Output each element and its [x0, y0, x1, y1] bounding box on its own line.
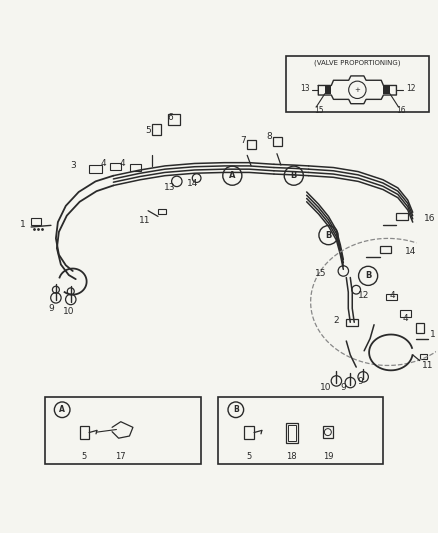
Text: 16: 16 [396, 106, 406, 115]
Text: 4: 4 [403, 314, 409, 322]
Text: 4: 4 [101, 159, 106, 168]
Text: 12: 12 [406, 84, 416, 93]
Bar [323, 426, 333, 438]
Text: 4: 4 [120, 159, 125, 168]
Text: A: A [59, 405, 65, 414]
Text: B: B [365, 271, 371, 280]
Text: 12: 12 [357, 291, 369, 300]
Bar [244, 426, 254, 439]
Bar [288, 425, 296, 441]
Bar [386, 294, 397, 300]
Text: 4: 4 [389, 291, 395, 300]
Bar [383, 86, 390, 94]
Bar [346, 319, 358, 326]
Text: +: + [354, 87, 360, 93]
Text: 10: 10 [63, 307, 74, 316]
Bar [286, 56, 429, 112]
Text: 9: 9 [357, 377, 363, 386]
Text: 18: 18 [286, 451, 297, 461]
Text: 1: 1 [20, 220, 26, 229]
Text: 14: 14 [405, 247, 417, 256]
Text: 8: 8 [266, 132, 272, 141]
Text: B: B [325, 231, 332, 240]
Text: 6: 6 [167, 114, 173, 123]
Text: 1: 1 [430, 330, 435, 339]
Bar [247, 140, 256, 149]
Bar [130, 164, 141, 171]
Bar [416, 324, 424, 333]
Text: 2: 2 [334, 316, 339, 325]
Bar [31, 219, 41, 224]
Text: 5: 5 [247, 451, 252, 461]
Bar [152, 124, 161, 135]
Text: 11: 11 [422, 361, 433, 370]
Bar [110, 163, 121, 170]
Bar [420, 354, 427, 359]
Bar [400, 310, 411, 317]
Text: B: B [290, 171, 297, 180]
Text: 13: 13 [164, 183, 176, 192]
Text: 11: 11 [139, 216, 151, 225]
Text: 14: 14 [187, 179, 198, 188]
Bar [158, 209, 166, 214]
Text: B: B [233, 405, 239, 414]
Text: 15: 15 [315, 269, 326, 278]
Text: 3: 3 [70, 160, 76, 169]
Bar [219, 397, 383, 464]
Bar [88, 165, 102, 173]
Text: A: A [229, 171, 236, 180]
Bar [396, 213, 408, 221]
Text: 16: 16 [424, 214, 435, 223]
Text: 17: 17 [116, 451, 126, 461]
Text: 9: 9 [340, 383, 346, 392]
Bar [325, 86, 331, 94]
Bar [168, 115, 180, 125]
Text: 15: 15 [314, 106, 324, 115]
Text: 10: 10 [320, 383, 331, 392]
Text: (VALVE PROPORTIONING): (VALVE PROPORTIONING) [314, 59, 401, 66]
Text: 5: 5 [145, 126, 151, 134]
Bar [45, 397, 201, 464]
Bar [273, 137, 282, 146]
Bar [380, 246, 391, 253]
Bar [80, 426, 89, 439]
Text: 5: 5 [81, 451, 87, 461]
Text: 9: 9 [48, 304, 54, 313]
Text: 13: 13 [300, 84, 310, 93]
Bar [286, 423, 298, 443]
Text: 7: 7 [240, 136, 246, 145]
Text: 19: 19 [323, 451, 333, 461]
